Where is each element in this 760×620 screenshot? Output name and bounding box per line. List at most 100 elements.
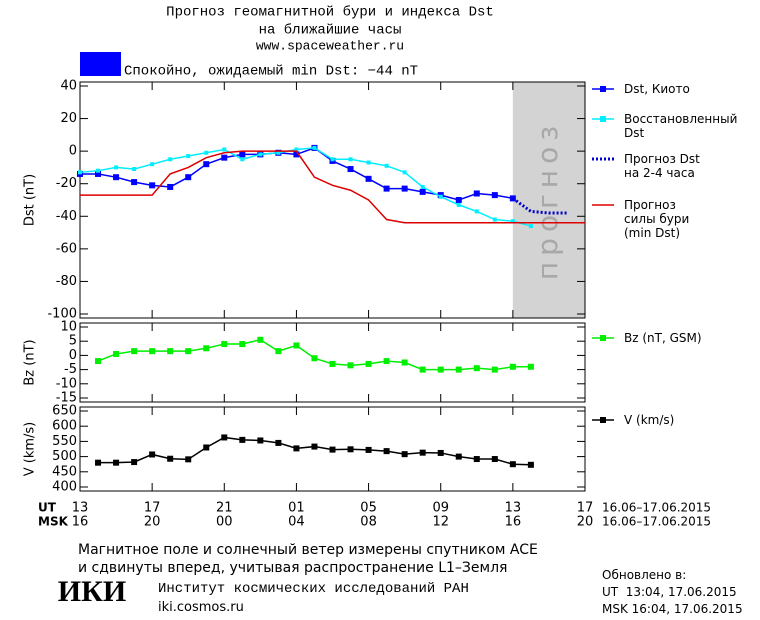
data-point	[131, 459, 138, 466]
data-point	[492, 217, 497, 222]
data-point	[311, 443, 318, 450]
data-point	[114, 165, 119, 170]
data-point	[185, 456, 192, 463]
data-point	[293, 342, 300, 349]
data-point	[132, 167, 137, 172]
y-tick-label: 0	[69, 348, 77, 363]
data-point	[204, 150, 209, 155]
data-point	[239, 436, 246, 443]
y-axis-label: Dst (nT)	[23, 174, 38, 226]
data-point	[473, 456, 480, 463]
y-tick-label: -5	[64, 362, 77, 377]
data-point	[221, 434, 228, 441]
data-point	[384, 163, 389, 168]
data-point	[167, 348, 174, 355]
data-point	[528, 224, 533, 229]
data-point	[365, 175, 372, 182]
data-point	[186, 154, 191, 159]
data-point	[329, 360, 336, 367]
legend-marker	[600, 86, 606, 92]
data-point	[240, 157, 245, 162]
data-point	[437, 366, 444, 373]
series-line	[80, 150, 585, 224]
data-point	[329, 446, 336, 453]
legend-label: Bz (nT, GSM)	[624, 331, 702, 345]
data-point	[185, 348, 192, 355]
data-point	[275, 348, 282, 355]
data-point	[491, 192, 498, 199]
updated-label: Обновлено в:	[602, 568, 687, 582]
data-point	[401, 185, 408, 192]
legend-label: Прогноз силы бури (min Dst)	[624, 198, 690, 240]
data-point	[95, 459, 102, 466]
data-point	[239, 151, 246, 158]
legend-marker	[600, 335, 606, 341]
series-line	[97, 338, 531, 371]
data-point	[95, 170, 102, 177]
site: iki.cosmos.ru	[158, 600, 244, 615]
data-point	[221, 154, 228, 161]
data-point	[383, 358, 390, 365]
data-point	[491, 456, 498, 463]
data-point	[239, 341, 246, 348]
y-tick-label: -10	[56, 376, 77, 391]
subtitle: на ближайшие часы	[259, 22, 402, 39]
x2-tick-label: 20	[144, 515, 161, 530]
data-point	[474, 209, 479, 214]
legend-label: Dst, Киото	[624, 82, 690, 96]
data-point	[419, 366, 426, 373]
data-point	[149, 348, 156, 355]
data-point	[203, 161, 210, 168]
data-point	[419, 449, 426, 456]
data-point	[401, 451, 408, 458]
status: Спокойно, ожидаемый min Dst: −44 nT	[124, 63, 418, 80]
data-point	[275, 439, 282, 446]
x-tick-label: 17	[144, 501, 161, 516]
plot-frame	[79, 322, 586, 403]
logo: ИКИ	[58, 575, 126, 608]
data-point	[455, 366, 462, 373]
forecast-region	[512, 82, 585, 318]
data-point	[438, 194, 443, 199]
data-point	[455, 453, 462, 460]
data-point	[437, 449, 444, 456]
plot-frame	[79, 406, 586, 492]
y-tick-label: 600	[52, 419, 77, 434]
x-tick-label: 21	[216, 501, 233, 516]
x2-tick-label: 08	[360, 515, 377, 530]
x2-tick-label: 16	[72, 515, 89, 530]
data-point	[348, 157, 353, 162]
data-point	[294, 147, 299, 152]
x-tick-label: 05	[360, 501, 377, 516]
data-point	[221, 341, 228, 348]
data-point	[366, 160, 371, 165]
y-tick-label: 400	[52, 480, 77, 495]
data-point	[203, 345, 210, 352]
x-tick-label: 01	[288, 501, 305, 516]
y-axis-label: Bz (nT)	[23, 339, 38, 385]
title: Прогноз геомагнитной бури и индекса Dst	[166, 4, 494, 21]
data-point	[113, 174, 120, 181]
data-point	[347, 446, 354, 453]
updated-ut: UT 13:04, 17.06.2015	[602, 585, 737, 599]
data-point	[402, 170, 407, 175]
data-point	[95, 358, 102, 365]
data-point	[168, 157, 173, 162]
data-point	[222, 147, 227, 152]
series-line	[79, 147, 532, 227]
y-tick-label: -60	[56, 241, 77, 256]
y-tick-label: -80	[56, 274, 77, 289]
data-point	[473, 190, 480, 197]
data-point	[510, 219, 515, 224]
data-point	[365, 446, 372, 453]
y-tick-label: -40	[56, 209, 77, 224]
y-tick-label: 40	[60, 79, 77, 94]
forecast-label: прогноз	[531, 120, 564, 280]
data-point	[131, 179, 138, 186]
data-point	[185, 174, 192, 181]
legend-label: V (km/s)	[624, 413, 675, 427]
data-point	[383, 448, 390, 455]
y-tick-label: 0	[69, 144, 77, 159]
y-axis-label: V (km/s)	[23, 422, 38, 477]
